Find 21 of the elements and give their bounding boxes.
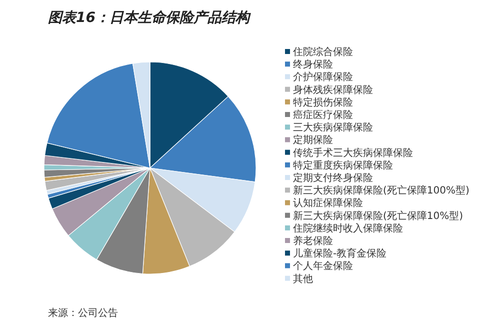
legend-label: 三大疾病保障保险 (293, 122, 373, 134)
legend-label: 新三大疾病保障保险(死亡保障10%型) (293, 210, 464, 222)
legend-label: 住院继续时收入保障保险 (293, 222, 403, 234)
legend-label: 特定重度疾病保障保险 (293, 159, 393, 172)
legend-label: 身体残疾保障保险 (293, 84, 373, 96)
chart-title: 图表16：日本生命保险产品结构 (48, 9, 252, 26)
legend-label: 定期支付终身保险 (293, 172, 373, 184)
legend-label: 住院综合保险 (293, 46, 353, 58)
legend-label: 新三大疾病保障保险(死亡保障100%型) (293, 184, 470, 197)
legend-label: 认知症保障保险 (293, 197, 363, 210)
legend-label: 特定损伤保险 (293, 96, 353, 108)
legend-label: 癌症医疗保险 (293, 109, 353, 121)
legend-label: 儿童保险-教育金保险 (293, 248, 387, 260)
legend-label: 传统手术三大疾病保障保险 (293, 146, 413, 159)
legend-label: 养老保险 (293, 235, 333, 247)
legend-label: 终身保险 (293, 58, 333, 71)
legend-label: 个人年金保险 (293, 260, 353, 272)
legend-label: 定期保险 (293, 134, 333, 146)
legend-label: 介护保障保险 (293, 71, 353, 84)
legend-label: 其他 (293, 272, 313, 285)
source-note: 来源：公司公告 (48, 307, 118, 319)
